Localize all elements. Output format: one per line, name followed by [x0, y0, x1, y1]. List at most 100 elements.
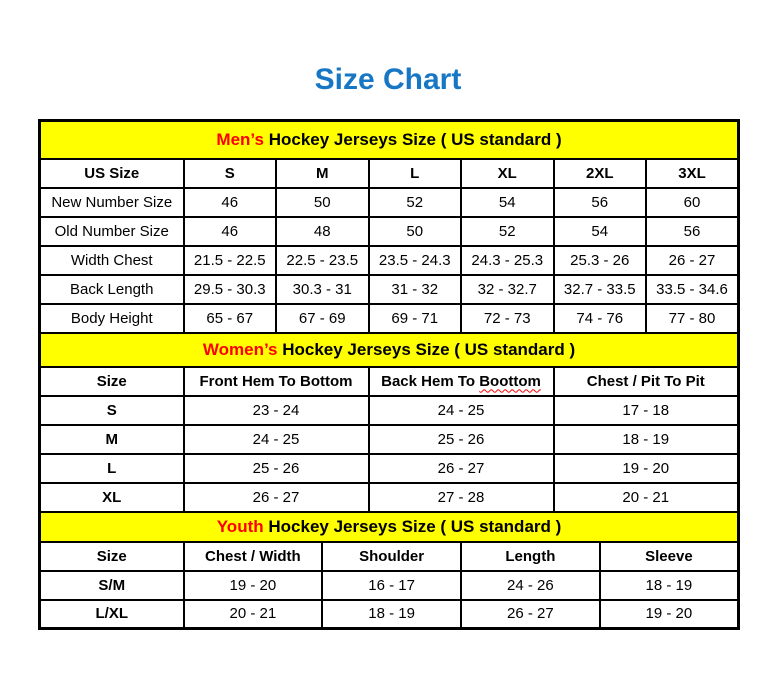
youth-row-lxl: L/XL 20 - 21 18 - 19 26 - 27 19 - 20	[38, 598, 740, 630]
womens-column-header-row: Size Front Hem To Bottom Back Hem To Boo…	[38, 365, 740, 397]
mens-row-back-length: Back Length 29.5 - 30.3 30.3 - 31 31 - 3…	[38, 273, 740, 305]
youth-row-sm: S/M 19 - 20 16 - 17 24 - 26 18 - 19	[38, 569, 740, 601]
row-label: Back Length	[38, 273, 185, 305]
row-label: S/M	[38, 569, 185, 601]
mens-section-title-text: Hockey Jerseys Size ( US standard )	[268, 129, 562, 149]
table-cell: 31 - 32	[367, 273, 462, 305]
womens-col-front-hem: Front Hem To Bottom	[182, 365, 370, 397]
womens-row-l: L 25 - 26 26 - 27 19 - 20	[38, 452, 740, 484]
womens-section-highlight: Women’s	[202, 339, 278, 359]
table-cell: 17 - 18	[552, 394, 740, 426]
table-cell: 54	[552, 215, 647, 247]
table-cell: 26 - 27	[367, 452, 555, 484]
table-cell: 20 - 21	[182, 598, 324, 630]
row-label: L	[38, 452, 185, 484]
womens-row-m: M 24 - 25 25 - 26 18 - 19	[38, 423, 740, 455]
table-cell: 23 - 24	[182, 394, 370, 426]
table-cell: 16 - 17	[321, 569, 462, 601]
table-cell: 19 - 20	[552, 452, 740, 484]
table-cell: 21.5 - 22.5	[182, 244, 277, 276]
table-cell: 24 - 25	[182, 423, 370, 455]
mens-col-2xl: 2XL	[552, 157, 647, 189]
row-label: Body Height	[38, 302, 185, 334]
table-cell: 50	[367, 215, 462, 247]
table-cell: 29.5 - 30.3	[182, 273, 277, 305]
mens-col-m: M	[275, 157, 370, 189]
mens-section-highlight: Men’s	[216, 129, 264, 149]
youth-section-title-text: Hockey Jerseys Size ( US standard )	[268, 516, 562, 536]
table-cell: 25 - 26	[367, 423, 555, 455]
mens-row-width-chest: Width Chest 21.5 - 22.5 22.5 - 23.5 23.5…	[38, 244, 740, 276]
table-cell: 65 - 67	[182, 302, 277, 334]
table-cell: 50	[275, 186, 370, 218]
mens-row-old-number-size: Old Number Size 46 48 50 52 54 56	[38, 215, 740, 247]
womens-col-chest-pit: Chest / Pit To Pit	[552, 365, 740, 397]
size-chart-table: Men’s Hockey Jerseys Size ( US standard …	[38, 119, 741, 630]
table-cell: 74 - 76	[552, 302, 647, 334]
table-cell: 54	[460, 186, 555, 218]
table-cell: 72 - 73	[460, 302, 555, 334]
table-cell: 26 - 27	[460, 598, 601, 630]
table-cell: 52	[367, 186, 462, 218]
table-cell: 25.3 - 26	[552, 244, 647, 276]
table-cell: 19 - 20	[598, 598, 740, 630]
table-cell: 77 - 80	[645, 302, 740, 334]
youth-col-chest-width: Chest / Width	[182, 540, 324, 572]
page-title: Size Chart	[314, 63, 462, 96]
table-cell: 18 - 19	[552, 423, 740, 455]
row-label: New Number Size	[38, 186, 185, 218]
table-cell: 67 - 69	[275, 302, 370, 334]
womens-row-xl: XL 26 - 27 27 - 28 20 - 21	[38, 481, 740, 513]
youth-col-size: Size	[38, 540, 185, 572]
youth-section-highlight: Youth	[216, 516, 264, 536]
row-label: Old Number Size	[38, 215, 185, 247]
back-hem-label-prefix: Back Hem To	[381, 372, 476, 390]
mens-col-s: S	[182, 157, 277, 189]
mens-row-new-number-size: New Number Size 46 50 52 54 56 60	[38, 186, 740, 218]
table-cell: 46	[182, 215, 277, 247]
row-label: XL	[38, 481, 185, 513]
womens-col-back-hem: Back Hem To Boottom	[367, 365, 555, 397]
youth-col-length: Length	[460, 540, 601, 572]
table-cell: 69 - 71	[367, 302, 462, 334]
youth-section-header-row: Youth Hockey Jerseys Size ( US standard …	[38, 510, 740, 543]
table-cell: 22.5 - 23.5	[275, 244, 370, 276]
mens-section-header-row: Men’s Hockey Jerseys Size ( US standard …	[38, 119, 740, 160]
womens-section-header: Women’s Hockey Jerseys Size ( US standar…	[38, 331, 740, 368]
table-cell: 56	[645, 215, 740, 247]
mens-row-body-height: Body Height 65 - 67 67 - 69 69 - 71 72 -…	[38, 302, 740, 334]
womens-section-title-text: Hockey Jerseys Size ( US standard )	[282, 339, 576, 359]
back-hem-misspelled-word: Boottom	[479, 372, 541, 390]
womens-col-size: Size	[38, 365, 185, 397]
table-cell: 48	[275, 215, 370, 247]
table-cell: 24 - 26	[460, 569, 601, 601]
table-cell: 60	[645, 186, 740, 218]
row-label: Width Chest	[38, 244, 185, 276]
table-cell: 24.3 - 25.3	[460, 244, 555, 276]
table-cell: 18 - 19	[598, 569, 740, 601]
table-cell: 26 - 27	[645, 244, 740, 276]
mens-section-header: Men’s Hockey Jerseys Size ( US standard …	[38, 119, 740, 160]
table-cell: 32 - 32.7	[460, 273, 555, 305]
table-cell: 46	[182, 186, 277, 218]
table-cell: 20 - 21	[552, 481, 740, 513]
row-label: L/XL	[38, 598, 185, 630]
table-cell: 26 - 27	[182, 481, 370, 513]
row-label: S	[38, 394, 185, 426]
row-label: M	[38, 423, 185, 455]
table-cell: 33.5 - 34.6	[645, 273, 740, 305]
mens-column-header-row: US Size S M L XL 2XL 3XL	[38, 157, 740, 189]
table-cell: 56	[552, 186, 647, 218]
mens-col-xl: XL	[460, 157, 555, 189]
womens-row-s: S 23 - 24 24 - 25 17 - 18	[38, 394, 740, 426]
mens-col-us-size: US Size	[38, 157, 185, 189]
table-cell: 32.7 - 33.5	[552, 273, 647, 305]
mens-col-l: L	[367, 157, 462, 189]
youth-section-header: Youth Hockey Jerseys Size ( US standard …	[38, 510, 740, 543]
youth-column-header-row: Size Chest / Width Shoulder Length Sleev…	[38, 540, 740, 572]
table-cell: 30.3 - 31	[275, 273, 370, 305]
womens-section-header-row: Women’s Hockey Jerseys Size ( US standar…	[38, 331, 740, 368]
table-cell: 25 - 26	[182, 452, 370, 484]
table-cell: 52	[460, 215, 555, 247]
youth-col-shoulder: Shoulder	[321, 540, 462, 572]
